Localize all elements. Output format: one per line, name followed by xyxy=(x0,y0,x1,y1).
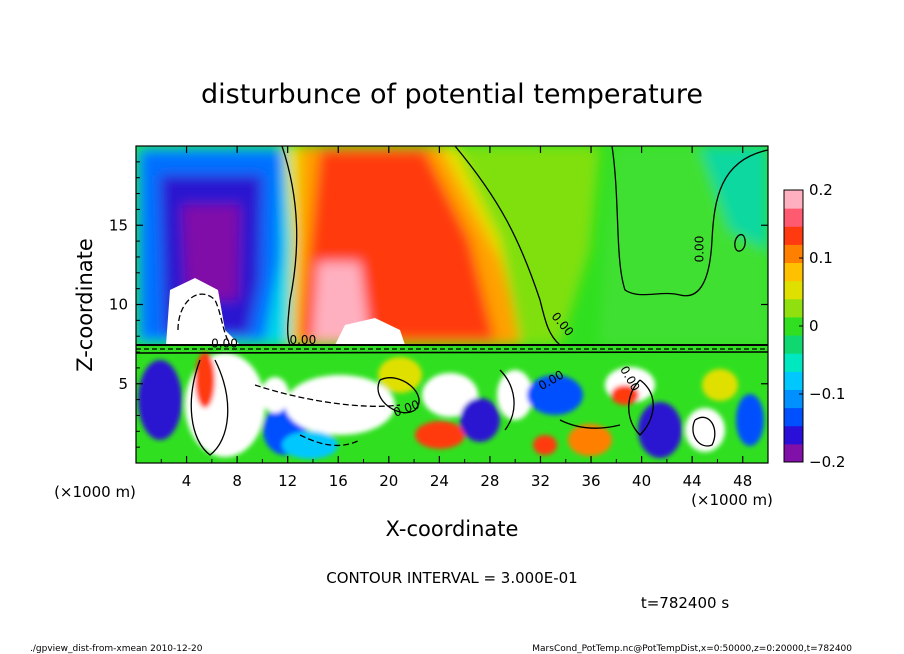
blob-blue-1 xyxy=(138,360,182,440)
x-unit-label: (×1000 m) xyxy=(691,491,773,509)
x-tick-label: 40 xyxy=(632,472,651,490)
region-white-left xyxy=(166,278,240,345)
colorbar-tick-label: 0.1 xyxy=(809,249,833,267)
blob-white-3 xyxy=(422,373,478,417)
blob-red-2 xyxy=(415,421,465,449)
x-axis-label: X-coordinate xyxy=(386,517,519,541)
colorbar-segment xyxy=(784,298,803,318)
colorbar-segment xyxy=(784,371,803,390)
region-cyan-right xyxy=(700,146,768,250)
colorbar-segment xyxy=(784,335,803,354)
contour-layer-3 xyxy=(136,351,768,354)
colorbar-segment xyxy=(784,280,803,300)
x-tick-label: 4 xyxy=(182,472,192,490)
plot-area: 0.000.000.000.000.000.000.00 xyxy=(136,146,768,463)
contour-interval-label: CONTOUR INTERVAL = 3.000E-01 xyxy=(326,569,577,587)
contour-lower-5 xyxy=(628,379,654,436)
y-tick-label: 15 xyxy=(109,216,128,234)
source-footer: MarsCond_PotTemp.nc@PotTempDist,x=0:5000… xyxy=(532,644,852,654)
blob-yellow-2 xyxy=(702,369,738,401)
contour-lower-8 xyxy=(299,434,361,447)
blob-cyan-1 xyxy=(282,431,338,459)
colorbar-segment xyxy=(784,353,803,372)
x-axis-ticks: 4 8 12 16 20 24 28 32 36 40 44 48 xyxy=(160,146,752,490)
colorbar-tick-label: 0 xyxy=(809,317,819,335)
lower-field xyxy=(136,345,768,463)
colorbar-tick-label: −0.2 xyxy=(809,453,845,471)
colorbar-tick-label: −0.1 xyxy=(809,385,845,403)
contour-lower-7 xyxy=(559,419,621,429)
contour-label: 0.00 xyxy=(211,336,238,350)
blob-red-1 xyxy=(195,352,215,408)
y-axis-ticks: 5 10 15 xyxy=(109,161,768,448)
colorbar-ticks: −0.2 −0.1 0 0.1 0.2 xyxy=(799,181,845,471)
blob-blue-6 xyxy=(736,394,764,446)
blob-white-4 xyxy=(497,370,533,420)
contour-lower-2 xyxy=(254,384,401,407)
colorbar-segment xyxy=(784,389,803,409)
x-tick-label: 36 xyxy=(581,472,600,490)
contour-zero-main xyxy=(281,146,298,346)
blob-orange-1 xyxy=(568,424,612,456)
x-tick-label: 32 xyxy=(531,472,550,490)
blob-blue-4 xyxy=(527,375,583,415)
x-tick-label: 16 xyxy=(329,472,348,490)
blob-blue-3 xyxy=(460,398,500,442)
y-unit-label: (×1000 m) xyxy=(54,483,136,501)
blob-white-7 xyxy=(261,377,289,413)
region-white-red xyxy=(335,318,405,345)
y-tick-label: 5 xyxy=(118,375,128,393)
colorbar-segment xyxy=(784,407,803,427)
contour-zero-mid xyxy=(454,146,561,346)
x-tick-label: 44 xyxy=(683,472,702,490)
y-axis-label: Z-coordinate xyxy=(73,238,97,372)
region-pink-low xyxy=(312,262,370,340)
colorbar-segment xyxy=(784,316,803,336)
contour-lines xyxy=(136,146,768,456)
colorbar-segment xyxy=(784,208,803,227)
colorbar-segment xyxy=(784,226,803,245)
colorbar-segment xyxy=(784,190,803,209)
colorbar-tick-label: 0.2 xyxy=(809,181,833,199)
contour-lower-4 xyxy=(499,369,515,431)
colorbar-segment xyxy=(784,262,803,282)
contour-zero-loop xyxy=(734,234,746,252)
blob-white-2 xyxy=(285,375,395,435)
contour-lower-6 xyxy=(692,416,716,447)
blob-white-6 xyxy=(685,408,725,452)
x-tick-label: 8 xyxy=(232,472,242,490)
upper-field xyxy=(136,146,768,345)
contour-lower-3 xyxy=(377,377,420,414)
colorbar-segment xyxy=(784,244,803,264)
x-tick-label: 24 xyxy=(430,472,449,490)
script-footer: ./gpview_dist-from-xmean 2010-12-20 xyxy=(30,644,203,654)
blob-yellow-1 xyxy=(378,357,422,393)
x-tick-label: 48 xyxy=(733,472,752,490)
contour-inner-left xyxy=(177,293,231,346)
region-purple-core xyxy=(182,205,240,300)
colorbar-segment xyxy=(784,443,803,463)
contour-zero-right xyxy=(611,146,768,297)
x-tick-label: 12 xyxy=(278,472,297,490)
contour-label: 0.00 xyxy=(693,236,707,263)
contour-label: 0.00 xyxy=(289,333,316,347)
colorbar: −0.2 −0.1 0 0.1 0.2 xyxy=(783,181,845,471)
x-tick-label: 28 xyxy=(480,472,499,490)
contour-lower-1 xyxy=(190,359,229,456)
y-tick-label: 10 xyxy=(109,296,128,314)
chart-title: disturbunce of potential temperature xyxy=(201,79,703,110)
x-tick-label: 20 xyxy=(379,472,398,490)
time-label: t=782400 s xyxy=(641,594,729,612)
blob-red-4 xyxy=(533,435,557,455)
colorbar-segments xyxy=(784,190,803,463)
blob-blue-5 xyxy=(638,402,682,458)
colorbar-segment xyxy=(784,425,803,445)
